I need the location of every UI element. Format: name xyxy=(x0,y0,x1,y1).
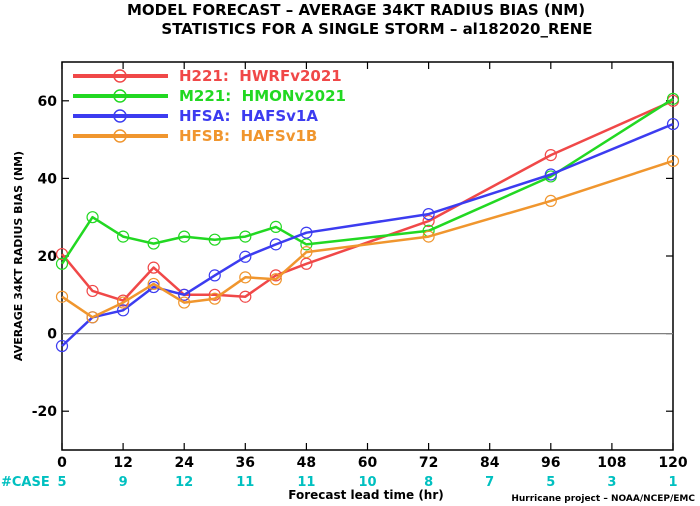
series-0 xyxy=(55,94,680,307)
x-tick-label: 84 xyxy=(480,455,500,471)
data-point xyxy=(300,257,313,270)
series-3 xyxy=(55,154,680,324)
data-point xyxy=(239,290,252,303)
legend-marker xyxy=(113,69,127,83)
data-point xyxy=(116,304,130,317)
data-point xyxy=(178,288,191,301)
y-tick-label: 0 xyxy=(47,327,57,343)
x-tick-label: 120 xyxy=(658,455,687,471)
cases-label: #CASE xyxy=(1,475,50,490)
x-tick-label: 96 xyxy=(541,455,560,471)
case-count: 7 xyxy=(485,475,494,490)
data-point xyxy=(544,149,557,162)
case-count: 12 xyxy=(175,475,193,490)
legend-marker xyxy=(113,109,127,123)
data-point xyxy=(116,296,130,309)
data-point xyxy=(239,271,252,284)
legend-item: HFSA: HAFSv1A xyxy=(73,107,318,125)
y-tick-label: -20 xyxy=(32,404,58,420)
x-tick-label: 24 xyxy=(174,455,194,471)
data-point xyxy=(147,277,160,291)
legend-item: M221: HMONv2021 xyxy=(73,87,346,105)
data-point xyxy=(86,284,99,298)
data-point xyxy=(666,154,680,168)
data-point xyxy=(86,211,99,224)
data-point xyxy=(86,311,99,324)
chart-title-line1: MODEL FORECAST – AVERAGE 34KT RADIUS BIA… xyxy=(127,1,585,19)
x-axis-label: Forecast lead time (hr) xyxy=(288,488,444,502)
series-line xyxy=(61,159,674,319)
data-point xyxy=(666,117,680,131)
data-point xyxy=(666,92,680,105)
plot-frame xyxy=(61,61,674,451)
legend-label: M221: HMONv2021 xyxy=(179,87,346,105)
data-point xyxy=(422,230,435,243)
case-count: 11 xyxy=(297,475,315,490)
y-axis-label: AVERAGE 34KT RADIUS BIAS (NM) xyxy=(12,151,25,361)
legend-label: HFSA: HAFSv1A xyxy=(179,107,318,125)
data-point xyxy=(147,261,160,274)
data-point xyxy=(300,246,313,259)
data-point xyxy=(55,339,69,353)
data-point xyxy=(239,230,252,243)
data-point xyxy=(208,292,221,305)
data-point xyxy=(208,233,221,246)
data-point xyxy=(55,290,69,303)
x-tick-label: 72 xyxy=(419,455,438,471)
data-point xyxy=(269,220,282,233)
data-point xyxy=(208,269,221,282)
legend-marker xyxy=(113,129,127,143)
y-tick-label: 60 xyxy=(38,94,58,110)
data-point xyxy=(239,250,252,263)
case-count: 5 xyxy=(546,475,555,490)
legend-item: H221: HWRFv2021 xyxy=(73,67,342,85)
legend-marker xyxy=(113,89,127,103)
y-tick-label: 40 xyxy=(38,171,58,187)
x-tick-label: 12 xyxy=(113,455,132,471)
x-tick-label: 0 xyxy=(57,455,67,471)
series-line xyxy=(61,99,674,302)
credit-text: Hurricane project – NOAA/NCEP/EMC xyxy=(511,494,695,504)
legend-label: HFSB: HAFSv1B xyxy=(179,127,317,145)
data-point xyxy=(269,273,282,286)
data-point xyxy=(55,257,69,270)
data-point xyxy=(544,194,557,208)
series-1 xyxy=(55,92,680,270)
series-line xyxy=(60,97,674,265)
data-point xyxy=(178,296,191,309)
case-count: 10 xyxy=(358,475,376,490)
data-point xyxy=(147,237,160,250)
chart-title-line2: STATISTICS FOR A SINGLE STORM – al182020… xyxy=(161,20,592,38)
y-tick-label: 20 xyxy=(38,249,58,265)
data-point xyxy=(269,238,282,251)
x-tick-label: 48 xyxy=(297,455,316,471)
series-2 xyxy=(55,117,680,353)
x-tick-label: 36 xyxy=(236,455,255,471)
case-count: 9 xyxy=(119,475,128,490)
legend-label: H221: HWRFv2021 xyxy=(179,67,342,85)
x-tick-label: 60 xyxy=(358,455,378,471)
data-point xyxy=(544,168,557,181)
case-count: 11 xyxy=(236,475,254,490)
data-point xyxy=(300,226,313,239)
data-point xyxy=(116,230,130,243)
data-point xyxy=(300,238,313,251)
legend-item: HFSB: HAFSv1B xyxy=(73,127,317,145)
data-point xyxy=(422,214,435,228)
data-point xyxy=(178,230,191,243)
case-count: 3 xyxy=(607,475,616,490)
case-count: 5 xyxy=(57,475,66,490)
case-count: 8 xyxy=(424,475,433,490)
x-tick-label: 108 xyxy=(597,455,626,471)
data-point xyxy=(422,207,435,221)
case-count: 1 xyxy=(668,475,677,490)
